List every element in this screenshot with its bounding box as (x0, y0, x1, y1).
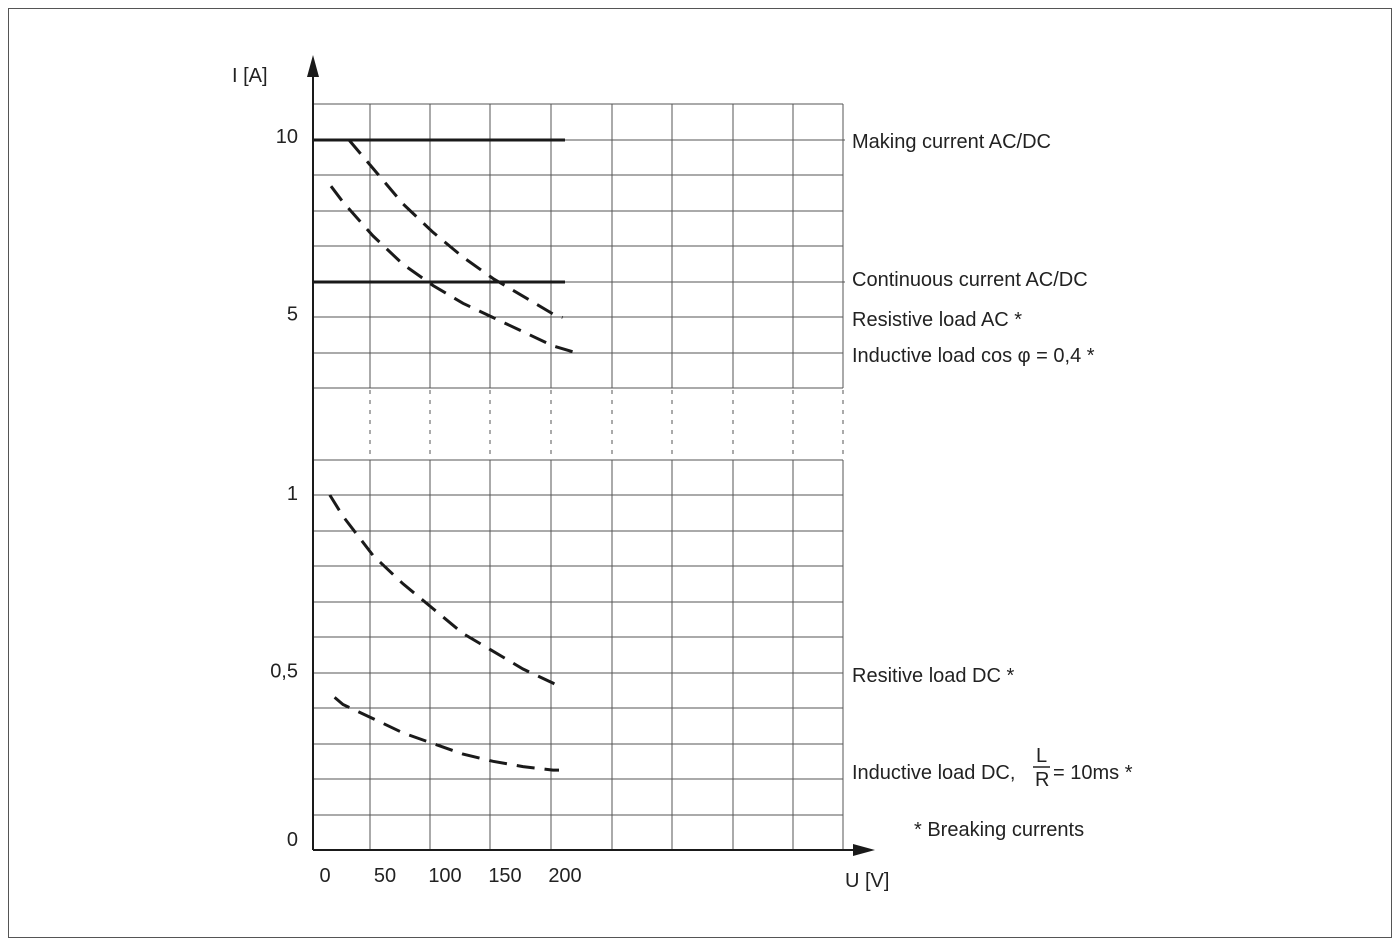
tick-labels: 0 50 100 150 200 10 5 1 0,5 0 (270, 126, 582, 887)
series-line-6 (333, 696, 559, 772)
label-inductive-load-dc-suffix: = 10ms * (1053, 762, 1133, 784)
series-line-5 (328, 494, 560, 688)
grid (311, 103, 844, 850)
x-tick-label: 150 (488, 865, 521, 887)
label-inductive-load-dc-denominator: R (1035, 769, 1049, 791)
x-tick-label: 200 (548, 865, 581, 887)
footnote-breaking-currents: * Breaking currents (914, 819, 1084, 841)
y-axis-label: I [A] (232, 65, 268, 87)
chart-frame (8, 8, 1392, 938)
y-tick-label: 5 (287, 304, 298, 326)
x-axis-label: U [V] (845, 870, 889, 892)
y-tick-label: 10 (276, 126, 298, 148)
label-making-current: Making current AC/DC (852, 131, 1051, 153)
axes: I [A] U [V] (232, 55, 889, 892)
x-tick-label: 100 (428, 865, 461, 887)
label-continuous-current: Continuous current AC/DC (852, 269, 1088, 291)
y-axis-arrow (307, 55, 319, 77)
label-inductive-load-dc: Inductive load DC, L R = 10ms * (852, 745, 1133, 791)
series-labels: Making current AC/DC Continuous current … (852, 131, 1133, 841)
x-axis-arrow (853, 844, 875, 856)
y-tick-label: 0 (287, 829, 298, 851)
label-inductive-load-dc-prefix: Inductive load DC, (852, 762, 1015, 784)
label-resistive-load-ac: Resistive load AC * (852, 309, 1022, 331)
series-lines (313, 138, 845, 772)
x-tick-label: 0 (319, 865, 330, 887)
label-resistive-load-dc: Resitive load DC * (852, 665, 1015, 687)
series-line-4 (329, 185, 578, 355)
x-tick-label: 50 (374, 865, 396, 887)
series-line-3 (347, 139, 564, 319)
y-tick-label: 1 (287, 483, 298, 505)
label-inductive-load-dc-numerator: L (1036, 745, 1047, 767)
label-inductive-load-ac: Inductive load cos φ = 0,4 * (852, 345, 1095, 367)
y-tick-label: 0,5 (270, 661, 298, 683)
